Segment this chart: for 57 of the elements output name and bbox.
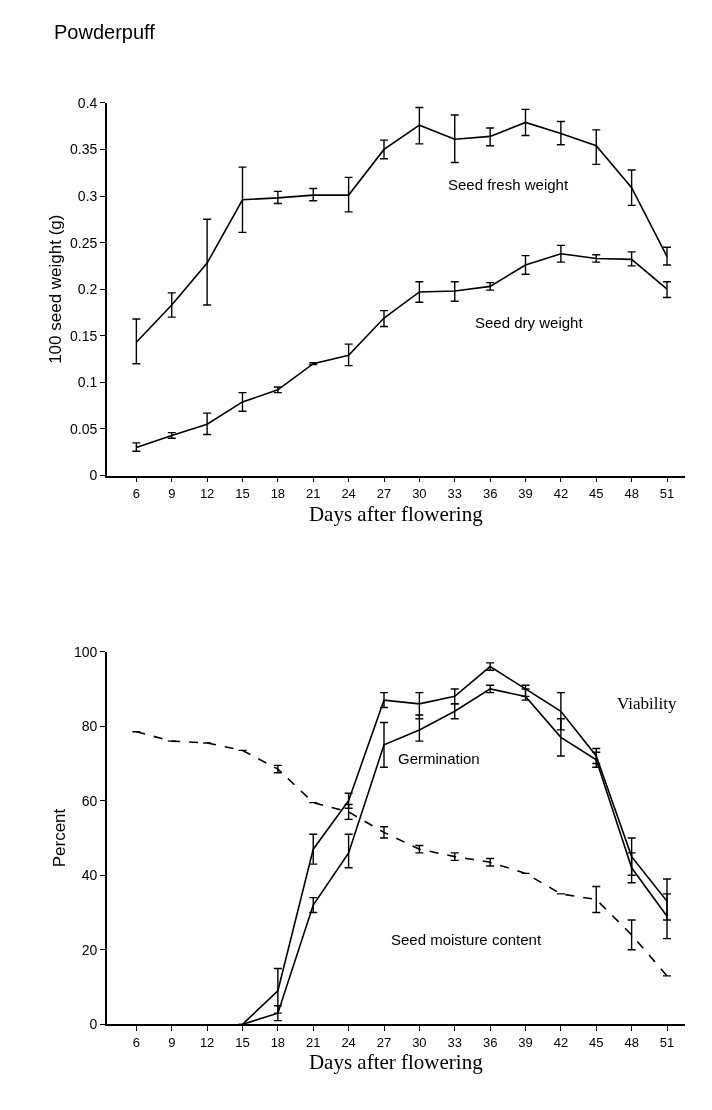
text: Seed moisture content [391,931,542,948]
x-tick-label: 30 [412,1034,427,1050]
y-tick-label: 0.2 [77,281,98,298]
y-tick-label: 0.35 [70,141,98,158]
x-tick-label: 39 [518,485,533,501]
y-tick-label: 40 [81,867,98,884]
text: Seed fresh weight [448,176,569,193]
x-tick-label: 21 [306,485,321,501]
y-tick-label: 100 [73,643,98,660]
x-tick-label: 6 [132,485,140,501]
x-tick-label: 48 [624,1034,639,1050]
x-tick-label: 36 [482,485,498,501]
y-tick-label: 80 [81,718,98,735]
x-tick-label: 21 [306,1034,321,1050]
x-tick-label: 15 [235,485,250,501]
x-tick-label: 48 [624,485,639,501]
text: Viability [617,694,677,713]
x-tick-label: 27 [376,1034,392,1050]
y-tick-label: 0 [89,467,98,484]
chart-title: Powderpuff [54,21,156,43]
y-axis-title: Percent [50,808,70,868]
x-tick-label: 33 [447,485,462,501]
y-tick-label: 0.4 [77,94,98,111]
x-tick-label: 27 [376,485,392,501]
y-tick-label: 0.05 [70,420,98,437]
x-tick-label: 45 [589,485,604,501]
x-tick-label: 18 [270,1034,286,1050]
x-tick-label: 6 [132,1034,140,1050]
x-tick-label: 18 [270,485,286,501]
y-tick-label: 0 [89,1016,98,1033]
x-tick-label: 42 [553,1034,569,1050]
y-tick-label: 0.15 [70,327,98,344]
y-tick-label: 20 [81,941,98,958]
y-tick-label: 60 [81,792,98,809]
y-axis-title: 100 seed weight (g) [46,214,66,364]
x-tick-label: 30 [412,485,427,501]
x-axis-title: Days after flowering [308,501,484,526]
series-label: Seed dry weight [475,314,584,331]
x-tick-label: 12 [199,1034,215,1050]
x-tick-label: 39 [518,1034,533,1050]
x-tick-label: 51 [659,485,675,501]
x-tick-label: 45 [589,1034,604,1050]
x-tick-label: 9 [168,1034,176,1050]
series-label: Germination [398,750,480,767]
x-tick-label: 51 [659,1034,675,1050]
x-tick-label: 15 [235,1034,250,1050]
x-axis-title: Days after flowering [308,1050,484,1075]
x-tick-label: 9 [168,485,176,501]
x-tick-label: 24 [341,485,356,501]
x-tick-label: 36 [482,1034,498,1050]
x-tick-label: 42 [553,485,569,501]
x-tick-label: 33 [447,1034,462,1050]
y-tick-label: 0.3 [77,187,98,204]
y-tick-label: 0.1 [77,374,98,391]
x-tick-label: 24 [341,1034,356,1050]
y-tick-label: 0.25 [70,234,98,251]
x-tick-label: 12 [199,485,215,501]
